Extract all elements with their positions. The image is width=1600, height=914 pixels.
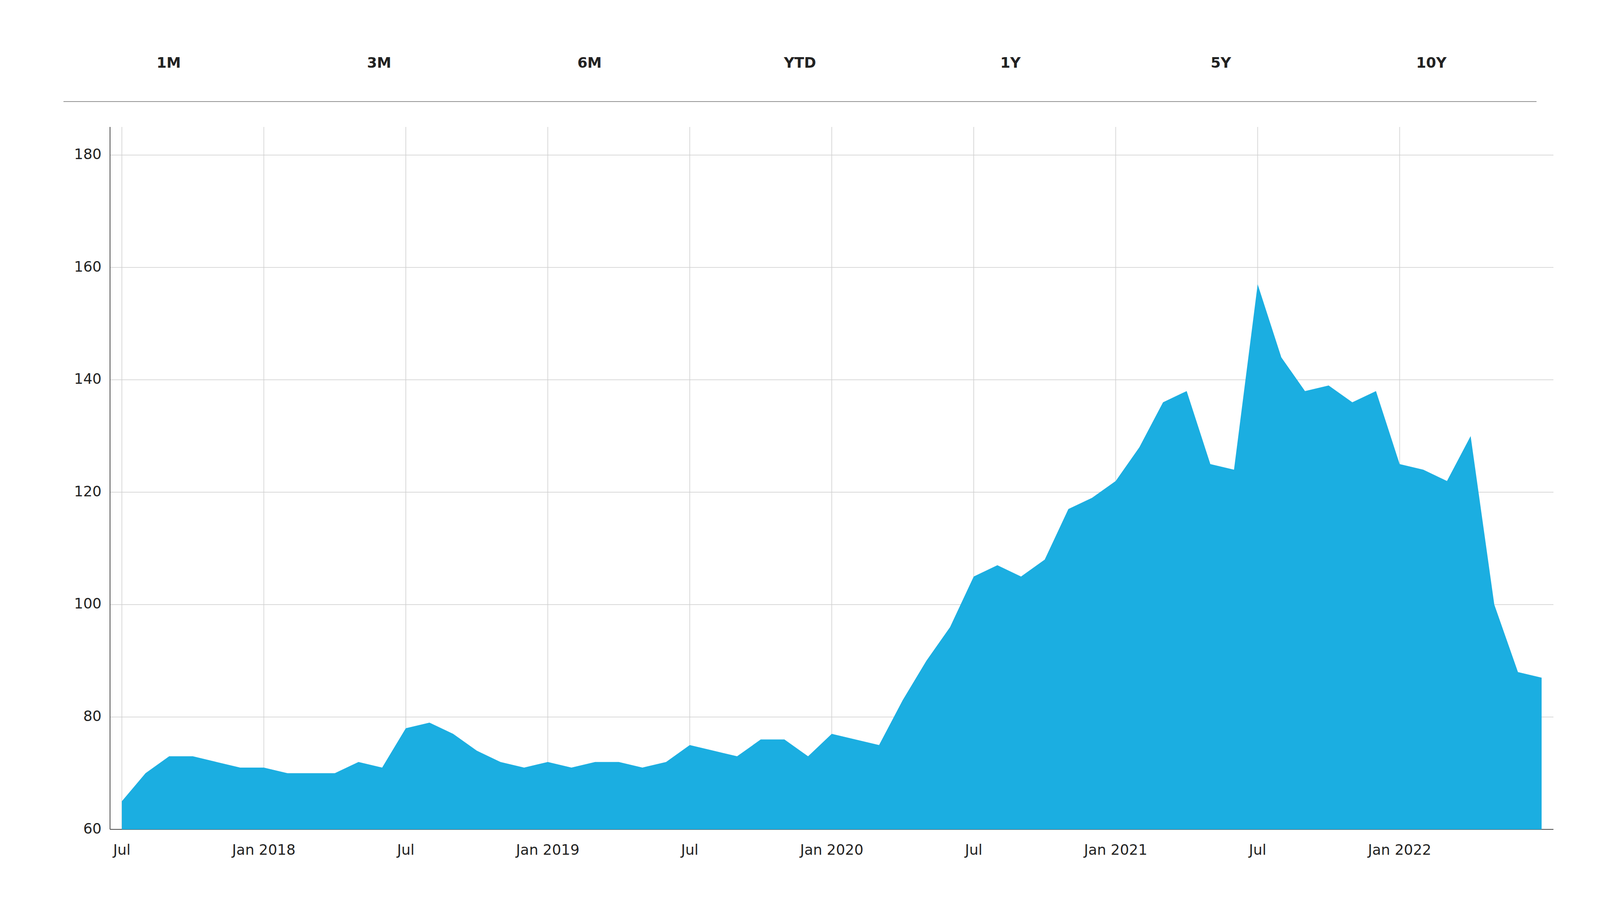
y-tick-label: 120 — [74, 482, 102, 500]
x-tick-label: Jan 2020 — [799, 841, 864, 859]
x-grid-line — [547, 126, 549, 830]
x-tick-label: Jul — [396, 841, 415, 859]
x-grid-line — [689, 126, 691, 830]
x-tick-label: Jan 2018 — [231, 841, 296, 859]
x-grid-line — [121, 126, 123, 830]
y-tick-label: 160 — [74, 258, 102, 276]
tab-label[interactable]: 5Y — [1210, 54, 1232, 72]
x-tick-label: Jan 2019 — [515, 841, 580, 859]
tab-bar: 1M 3M 6M YTD 1Y 5Y 10Y — [156, 54, 1447, 72]
separator — [63, 101, 1537, 102]
y-tick-label: 80 — [83, 707, 102, 725]
axes: 60 80 100 120 140 160 180 Jul Jan 2018 Jul Jan 201… — [74, 126, 1554, 859]
x-tick-label: Jul — [112, 841, 131, 859]
x-grid-line — [831, 126, 833, 830]
x-tick-label: Jul — [963, 841, 983, 859]
y-tick-label: 180 — [74, 145, 102, 163]
x-tick-label: Jul — [680, 841, 699, 859]
y-axis-line — [109, 126, 111, 830]
tab-label[interactable]: 10Y — [1415, 54, 1447, 72]
x-grid-line — [405, 126, 407, 830]
tab-label[interactable]: 6M — [577, 54, 602, 72]
y-tick-label: 100 — [74, 594, 102, 612]
grid — [110, 126, 1554, 830]
tab-label[interactable]: 3M — [366, 54, 392, 72]
x-tick-label: Jan 2022 — [1367, 841, 1432, 859]
y-tick-label: 60 — [83, 820, 102, 838]
area — [121, 284, 1542, 830]
x-grid-line — [263, 126, 265, 830]
tab-label[interactable]: 1Y — [1000, 54, 1022, 72]
x-tick-label: Jan 2021 — [1083, 841, 1148, 859]
tab-label[interactable]: 1M — [156, 54, 182, 72]
plot-area — [121, 284, 1542, 830]
tab-label[interactable]: YTD — [783, 54, 816, 72]
y-tick-label: 140 — [74, 370, 102, 388]
x-tick-label: Jul — [1248, 841, 1267, 859]
chart: 1M 3M 6M YTD 1Y 5Y 10Y 60 80 100 120 140 160 180 Jul Ja… — [0, 0, 1600, 914]
